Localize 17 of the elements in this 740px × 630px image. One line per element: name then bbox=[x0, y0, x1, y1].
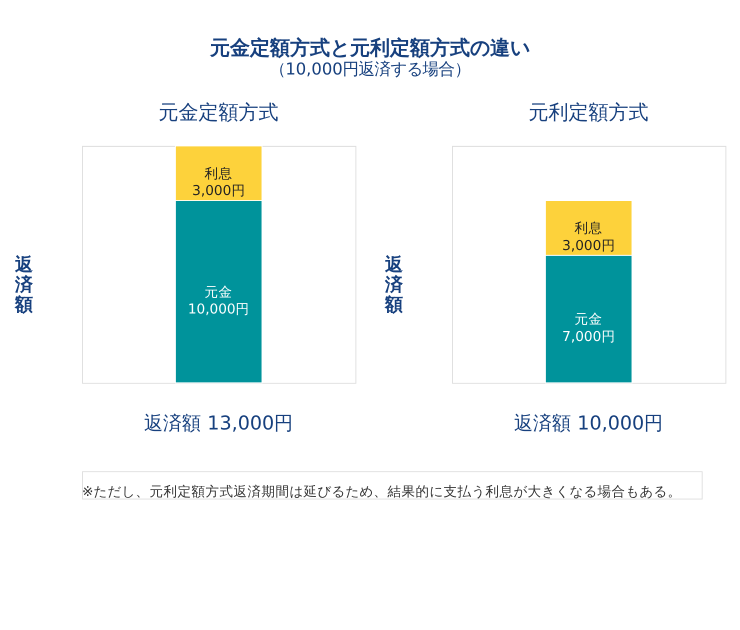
series-label: 利息 bbox=[574, 220, 603, 236]
series-label: 元金 bbox=[204, 284, 233, 300]
total-label: 返済額 10,000円 bbox=[514, 411, 664, 434]
y-axis-title: 返済額 bbox=[384, 254, 404, 316]
series-label: 利息 bbox=[204, 166, 233, 182]
data-label: 7,000円 bbox=[562, 328, 616, 345]
total-label: 返済額 13,000円 bbox=[144, 411, 294, 434]
data-label: 3,000円 bbox=[192, 183, 246, 200]
data-label: 10,000円 bbox=[188, 302, 250, 318]
x-tick-label: 元金定額方式 bbox=[158, 100, 279, 124]
series-label: 元金 bbox=[574, 312, 603, 328]
text: ※ただし、元利定額方式返済期間は延びるため、結果的に支払う利息が大きくなる場合もある。 bbox=[82, 484, 682, 500]
data-label: 3,000円 bbox=[562, 238, 616, 254]
text: （10,000円返済する場合） bbox=[269, 59, 471, 78]
y-axis-title: 返済額 bbox=[14, 254, 34, 316]
x-tick-label: 元利定額方式 bbox=[528, 100, 649, 124]
text: 元金定額方式と元利定額方式の違い bbox=[209, 35, 530, 60]
